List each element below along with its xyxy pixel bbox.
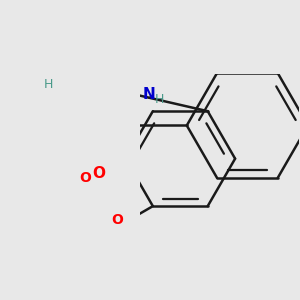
Text: N: N bbox=[143, 87, 156, 102]
Text: O: O bbox=[111, 213, 123, 227]
Text: O: O bbox=[92, 166, 105, 181]
Text: H: H bbox=[44, 78, 53, 91]
Text: H: H bbox=[155, 93, 164, 106]
Text: O: O bbox=[80, 171, 92, 185]
